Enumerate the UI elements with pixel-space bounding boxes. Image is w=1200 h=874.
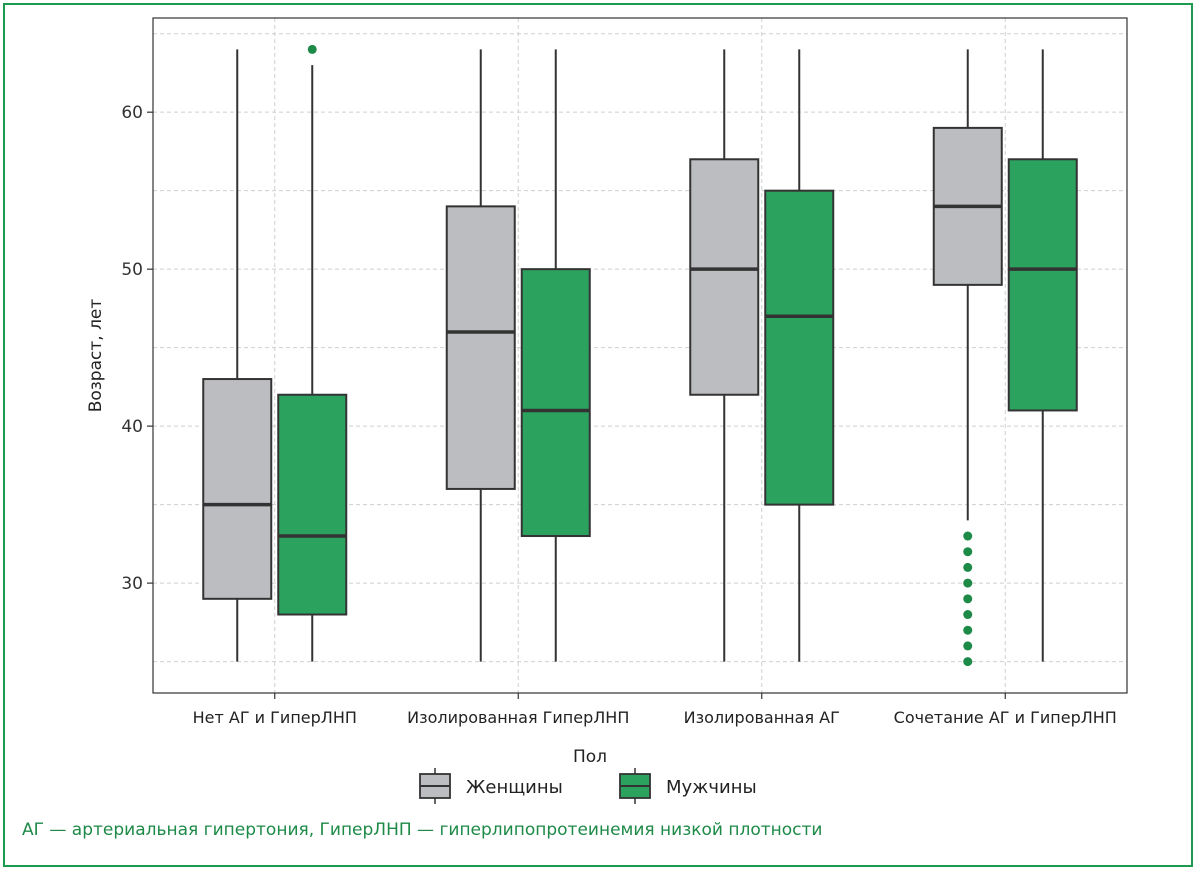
outlier-point (963, 657, 973, 667)
y-tick-label: 60 (121, 103, 143, 123)
box-male-3 (1007, 49, 1078, 662)
box-iqr (277, 393, 348, 616)
box-iqr (520, 268, 591, 538)
outlier-point (963, 562, 973, 572)
box-iqr (1007, 158, 1078, 412)
outlier-point (963, 594, 973, 604)
outlier-point (963, 625, 973, 635)
box-group (202, 44, 1078, 667)
box-female-2 (689, 49, 760, 662)
y-tick-label: 40 (121, 417, 143, 437)
box-iqr (445, 205, 516, 490)
figure-frame (3, 3, 1193, 867)
outlier-point (963, 610, 973, 620)
legend-label: Мужчины (666, 777, 757, 798)
box-iqr (689, 158, 760, 396)
y-axis: 30 40 50 60 (121, 103, 153, 594)
box-female-0 (202, 49, 273, 662)
outlier-point (963, 641, 973, 651)
legend: Пол Женщины Мужчины (419, 747, 757, 804)
legend-label: Женщины (466, 777, 563, 798)
box-male-0 (277, 44, 348, 662)
y-tick-label: 50 (121, 260, 143, 280)
x-tick-label: Изолированная ГиперЛНП (407, 708, 629, 727)
box-female-1 (445, 49, 516, 662)
box-male-1 (520, 49, 591, 662)
x-tick-label: Изолированная АГ (684, 708, 840, 727)
plot-area-border (152, 17, 1128, 694)
box-male-2 (764, 49, 835, 662)
outlier-point (963, 578, 973, 588)
box-iqr (764, 189, 835, 506)
y-axis-title: Возраст, лет (86, 299, 106, 413)
x-axis: Нет АГ и ГиперЛНП Изолированная ГиперЛНП И… (193, 693, 1117, 727)
footnote: АГ — артериальная гипертония, ГиперЛНП —… (22, 820, 823, 840)
x-tick-label: Нет АГ и ГиперЛНП (193, 708, 357, 727)
outlier-point (963, 531, 973, 541)
x-tick-label: Сочетание АГ и ГиперЛНП (894, 708, 1117, 727)
box-iqr (202, 378, 273, 600)
outlier-point (307, 44, 317, 54)
outlier-point (963, 547, 973, 557)
y-tick-label: 30 (121, 574, 143, 594)
box-female-3 (932, 49, 1003, 667)
legend-title: Пол (573, 747, 607, 767)
